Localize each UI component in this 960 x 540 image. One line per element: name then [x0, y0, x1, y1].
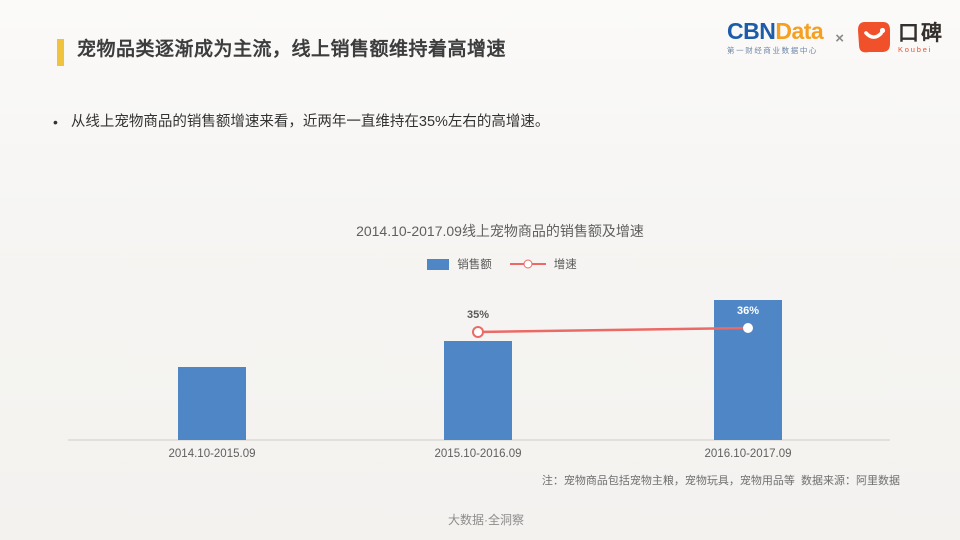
title-accent-bar: [57, 39, 64, 66]
koubei-logo: 口碑 Koubei: [856, 20, 944, 56]
legend-line-marker: [509, 259, 546, 269]
cbndata-logo: CBNData 第一财经商业数据中心: [727, 18, 824, 56]
x-axis-line: [68, 439, 890, 441]
x-axis-label-0: 2014.10-2015.09: [168, 448, 256, 460]
legend-line-dot: [523, 259, 533, 269]
bullet-point: • 从线上宠物商品的销售额增速来看，近两年一直维持在35%左右的高增速。: [53, 111, 549, 133]
growth-data-label-1: 35%: [466, 309, 490, 321]
koubei-smile-icon: [858, 22, 890, 53]
header-logos: CBNData 第一财经商业数据中心 × 口碑 Koubei: [727, 20, 944, 56]
legend-label-growth: 增速: [553, 259, 577, 271]
bullet-marker: •: [53, 114, 58, 130]
growth-marker-1: [472, 326, 484, 338]
x-axis-label-1: 2015.10-2016.09: [434, 448, 522, 460]
growth-data-label-2: 36%: [736, 305, 760, 317]
bullet-text: 从线上宠物商品的销售额增速来看，近两年一直维持在35%左右的高增速。: [70, 114, 550, 130]
chart-legend: 销售额 增速: [0, 256, 960, 272]
slide-footer: 大数据·全洞察: [448, 513, 524, 527]
logo-separator: ×: [835, 29, 844, 47]
growth-line: [477, 326, 749, 334]
koubei-name: 口碑: [898, 21, 944, 45]
legend-bar-swatch: [427, 258, 450, 270]
chart-title: 2014.10-2017.09线上宠物商品的销售额及增速: [356, 223, 644, 239]
legend-label-sales: 销售额: [457, 259, 492, 271]
cbndata-subtitle: 第一财经商业数据中心: [727, 46, 819, 55]
sales-bar-1: [444, 341, 512, 440]
page-title: 宠物品类逐渐成为主流，线上销售额维持着高增速: [77, 39, 507, 60]
cbndata-wordmark-cbn: CBN: [727, 18, 776, 44]
chart-footnote: 注：宠物商品包括宠物主粮，宠物玩具，宠物用品等 数据来源：阿里数据: [541, 475, 900, 487]
koubei-subname: Koubei: [898, 44, 933, 54]
x-axis-label-2: 2016.10-2017.09: [704, 448, 792, 460]
sales-bar-2: [714, 300, 782, 440]
koubei-wordmark: 口碑 Koubei: [898, 23, 944, 54]
cbndata-wordmark: CBNData: [727, 18, 824, 44]
cbndata-wordmark-data: Data: [775, 18, 824, 44]
sales-bar-0: [178, 367, 246, 440]
